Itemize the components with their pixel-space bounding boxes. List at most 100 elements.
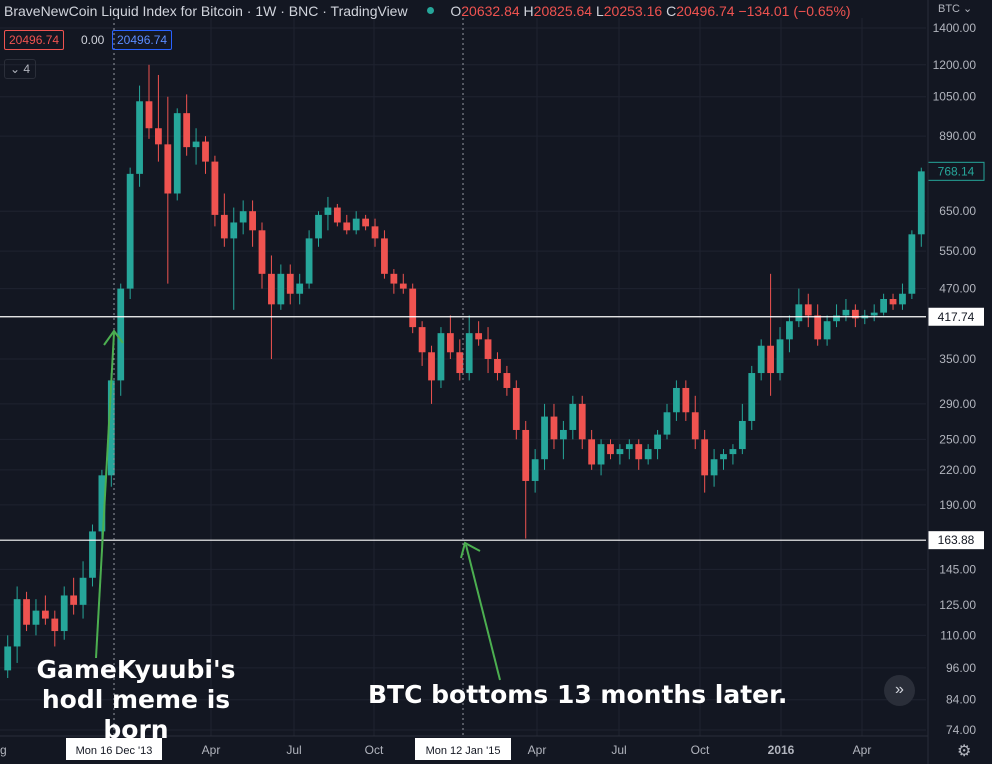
- candle-body: [41, 610, 49, 619]
- low-label: L: [595, 3, 604, 19]
- bottom-arrow-head: [460, 541, 481, 559]
- y-tick-label: 96.00: [946, 661, 976, 675]
- x-tick-label: Jul: [286, 743, 301, 757]
- y-tick-label: 1050.00: [933, 90, 977, 104]
- sell-price-pill[interactable]: 20496.74: [4, 30, 65, 50]
- candle-body: [315, 214, 322, 239]
- y-tick-label: 110.00: [940, 628, 976, 642]
- candle-body: [880, 298, 888, 313]
- candle-body: [842, 309, 850, 316]
- candle-body: [362, 218, 369, 227]
- candle-body: [870, 312, 878, 316]
- x-tick-label: Apr: [202, 743, 221, 757]
- y-tick-label: 125.00: [939, 598, 976, 612]
- candle-body: [889, 298, 897, 305]
- candle-body: [814, 315, 822, 340]
- level-price-tag: [928, 307, 984, 326]
- candle-body: [625, 444, 633, 450]
- y-tick-label: 145.00: [939, 562, 976, 576]
- candle-body: [23, 599, 30, 625]
- bottom-arrow-shaft: [465, 544, 501, 681]
- vertical-markers: Mon 16 Dec '13 Mon 12 Jan '15: [66, 18, 511, 760]
- candle-body: [418, 327, 426, 353]
- level-price-label: 417.74: [938, 310, 975, 324]
- candle-body: [446, 333, 454, 353]
- y-tick-label: 1400.00: [933, 21, 977, 35]
- currency-selector[interactable]: BTC ⌄: [938, 3, 973, 15]
- candle-body: [211, 161, 219, 215]
- candle-body: [343, 222, 351, 231]
- bottom-annotation: BTC bottoms 13 months later.: [368, 680, 788, 709]
- time-axis[interactable]: Apr Jul Oct Apr Jul Oct 2016 Apr g: [0, 735, 928, 757]
- y-tick-label: 470.00: [939, 282, 976, 296]
- scroll-to-realtime-button[interactable]: »: [884, 675, 915, 706]
- candle-body: [60, 595, 68, 632]
- buy-price-pill[interactable]: 20496.74: [112, 30, 173, 50]
- candle-body: [4, 646, 12, 671]
- candle-body: [286, 273, 294, 294]
- candle-body: [899, 293, 906, 305]
- candle-body: [767, 345, 774, 374]
- horizontal-levels: 417.74 163.88 768.14: [0, 161, 985, 550]
- x-tick-label: 2016: [768, 743, 795, 757]
- candle-body: [804, 304, 812, 316]
- candle-body: [531, 459, 539, 481]
- open-value: 20632.84: [461, 3, 520, 19]
- y-tick-label: 350.00: [939, 352, 976, 366]
- price-axis[interactable]: 1400.00 1200.00 1050.00 890.00 650.00 550.00 4…: [927, 0, 977, 764]
- candle-body: [757, 345, 765, 374]
- candle-body: [644, 449, 652, 460]
- double-chevron-right-icon: »: [895, 681, 904, 698]
- candle-body: [220, 214, 228, 239]
- candle-body: [729, 449, 737, 455]
- annotation-arrows: [95, 329, 501, 681]
- candle-body: [616, 449, 624, 455]
- y-tick-label: 290.00: [939, 397, 976, 411]
- candle-body: [776, 339, 784, 374]
- symbol-title[interactable]: BraveNewCoin Liquid Index for Bitcoin · …: [4, 3, 408, 19]
- candle-body: [277, 273, 285, 305]
- candle-body: [305, 238, 313, 284]
- y-tick-label: 890.00: [939, 129, 976, 143]
- candle-body: [192, 141, 200, 148]
- candle-body: [512, 387, 520, 430]
- candle-body: [32, 610, 40, 625]
- candle-body: [710, 459, 718, 476]
- candle-body: [597, 444, 605, 465]
- candle-body: [437, 333, 445, 381]
- x-tick-label: Jul: [611, 743, 626, 757]
- low-value: 20253.16: [603, 3, 663, 19]
- candle-body: [352, 218, 360, 231]
- x-tick-label: Oct: [691, 743, 710, 757]
- candle-body: [786, 321, 793, 340]
- candle-body: [136, 101, 143, 174]
- chart-header: BraveNewCoin Liquid Index for Bitcoin · …: [4, 3, 851, 19]
- candle-body: [851, 309, 859, 319]
- candle-body: [456, 352, 464, 374]
- y-tick-label: 220.00: [939, 463, 976, 477]
- candle-body: [673, 387, 680, 413]
- candle-body: [89, 531, 96, 578]
- y-tick-label: 84.00: [946, 693, 976, 707]
- crosshair-date-label: Mon 12 Jan '15: [426, 745, 501, 757]
- candle-body: [701, 439, 709, 476]
- candle-body: [202, 141, 209, 162]
- level-price-tag: [928, 531, 984, 550]
- settings-gear-icon[interactable]: ⚙: [957, 743, 972, 760]
- indicators-toggle[interactable]: ⌄ 4: [4, 59, 37, 79]
- candle-body: [183, 113, 191, 148]
- candle-body: [550, 416, 558, 440]
- candle-body: [484, 339, 492, 359]
- y-tick-label: 74.00: [946, 723, 976, 737]
- candle-body: [145, 101, 153, 129]
- high-value: 20825.64: [533, 3, 593, 19]
- candle-body: [823, 321, 831, 340]
- high-label: H: [523, 3, 534, 19]
- candle-body: [164, 144, 172, 194]
- candle-body: [399, 283, 407, 289]
- candle-body: [107, 380, 115, 476]
- crosshair-date-label: Mon 16 Dec '13: [76, 745, 153, 757]
- candle-body: [258, 230, 266, 274]
- spread-value: 0.00: [81, 33, 105, 47]
